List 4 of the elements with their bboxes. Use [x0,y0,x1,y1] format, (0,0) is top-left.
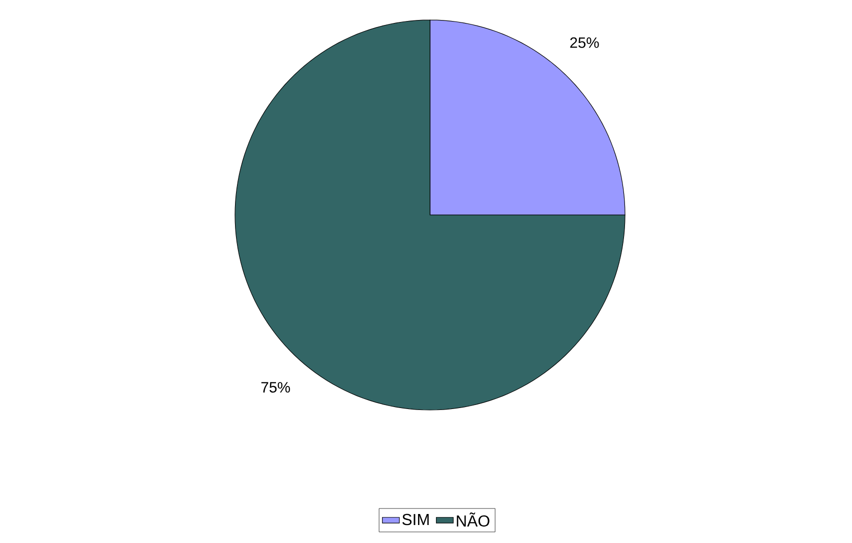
data-label: 25% [570,37,599,48]
data-label: 75% [261,382,290,393]
legend-label: NÃO [456,512,490,527]
legend-label: SIM [402,514,429,526]
